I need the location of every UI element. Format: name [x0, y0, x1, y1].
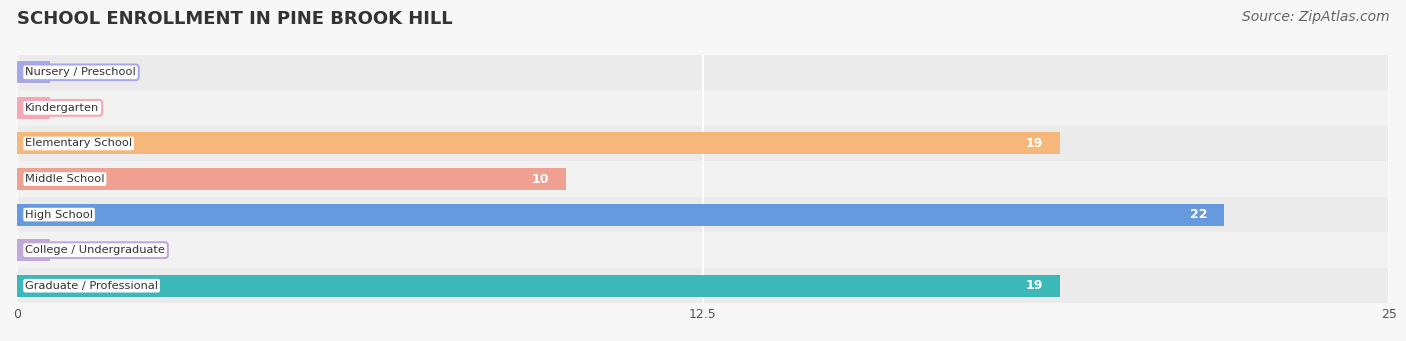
Text: High School: High School	[25, 210, 93, 220]
Bar	[17, 126, 1389, 161]
Text: 0: 0	[72, 244, 80, 257]
Text: SCHOOL ENROLLMENT IN PINE BROOK HILL: SCHOOL ENROLLMENT IN PINE BROOK HILL	[17, 10, 453, 28]
Bar	[17, 61, 49, 83]
Text: 19: 19	[1026, 279, 1043, 292]
Text: Source: ZipAtlas.com: Source: ZipAtlas.com	[1241, 10, 1389, 24]
Bar	[17, 132, 1060, 154]
Bar	[17, 161, 1389, 197]
Text: 19: 19	[1026, 137, 1043, 150]
Bar	[17, 268, 1389, 303]
Bar	[17, 232, 1389, 268]
Text: Middle School: Middle School	[25, 174, 104, 184]
Text: 0: 0	[72, 66, 80, 79]
Bar	[17, 275, 1060, 297]
Text: Graduate / Professional: Graduate / Professional	[25, 281, 157, 291]
Bar	[17, 55, 1389, 90]
Text: 0: 0	[72, 101, 80, 114]
Bar	[17, 204, 1225, 226]
Text: 10: 10	[531, 173, 550, 186]
Text: College / Undergraduate: College / Undergraduate	[25, 245, 165, 255]
Text: Elementary School: Elementary School	[25, 138, 132, 148]
Bar	[17, 239, 49, 261]
Text: Kindergarten: Kindergarten	[25, 103, 100, 113]
Bar	[17, 90, 1389, 126]
Bar	[17, 168, 565, 190]
Bar	[17, 197, 1389, 232]
Text: Nursery / Preschool: Nursery / Preschool	[25, 67, 136, 77]
Bar	[17, 97, 49, 119]
Text: 22: 22	[1191, 208, 1208, 221]
